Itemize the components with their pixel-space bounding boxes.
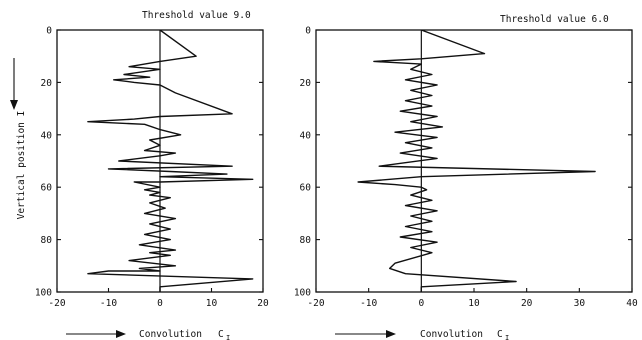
y-tick-label: 80 [41, 235, 53, 246]
y-tick-label: 60 [300, 183, 312, 194]
y-tick-label: 60 [41, 183, 53, 194]
x-axis-title: Convolution [420, 329, 483, 340]
y-tick-label: 100 [294, 288, 311, 299]
plot-frame [315, 29, 633, 293]
chart-title: Threshold value 9.0 [142, 10, 251, 21]
y-tick-label: 20 [41, 78, 53, 89]
x-tick-label: -10 [360, 298, 377, 309]
y-axis-label: Vertical position I [16, 111, 27, 220]
x-axis-subscript: I [226, 334, 230, 340]
x-tick-label: 10 [206, 298, 218, 309]
y-tick-label: 0 [46, 26, 52, 37]
series-line [87, 30, 254, 292]
y-tick-label: 80 [300, 235, 312, 246]
chart-title: Threshold value 6.0 [500, 14, 609, 25]
x-tick-label: 20 [257, 298, 269, 309]
y-tick-label: 0 [305, 26, 311, 37]
x-tick-label: -20 [307, 298, 324, 309]
y-axis-title: Vertical position I [16, 111, 27, 220]
x-axis-symbol: C [497, 329, 503, 340]
y-axis-arrow [10, 58, 18, 110]
x-tick-label: 30 [574, 298, 586, 309]
x-axis-symbol: C [218, 329, 224, 340]
y-tick-label: 100 [35, 288, 52, 299]
x-axis-title: Convolution [139, 329, 202, 340]
x-tick-label: 20 [521, 298, 533, 309]
x-tick-label: 0 [418, 298, 424, 309]
x-tick-label: 0 [157, 298, 163, 309]
x-axis-subscript: I [505, 334, 509, 340]
x-axis-caption: Convolution C I [66, 329, 230, 340]
y-tick-label: 20 [300, 78, 312, 89]
y-tick-label: 40 [41, 130, 53, 141]
panel-threshold-6: Threshold value 6.0 Convolution C I -20 -… [294, 14, 638, 340]
x-tick-label: 10 [468, 298, 480, 309]
y-tick-label: 40 [300, 130, 312, 141]
x-tick-label: -10 [100, 298, 117, 309]
x-tick-label: 40 [626, 298, 638, 309]
x-tick-label: -20 [48, 298, 65, 309]
panel-threshold-9: Threshold value 9.0 Vertical position I … [10, 10, 269, 340]
series-line [357, 30, 596, 292]
x-axis-caption: Convolution C I [335, 329, 509, 340]
